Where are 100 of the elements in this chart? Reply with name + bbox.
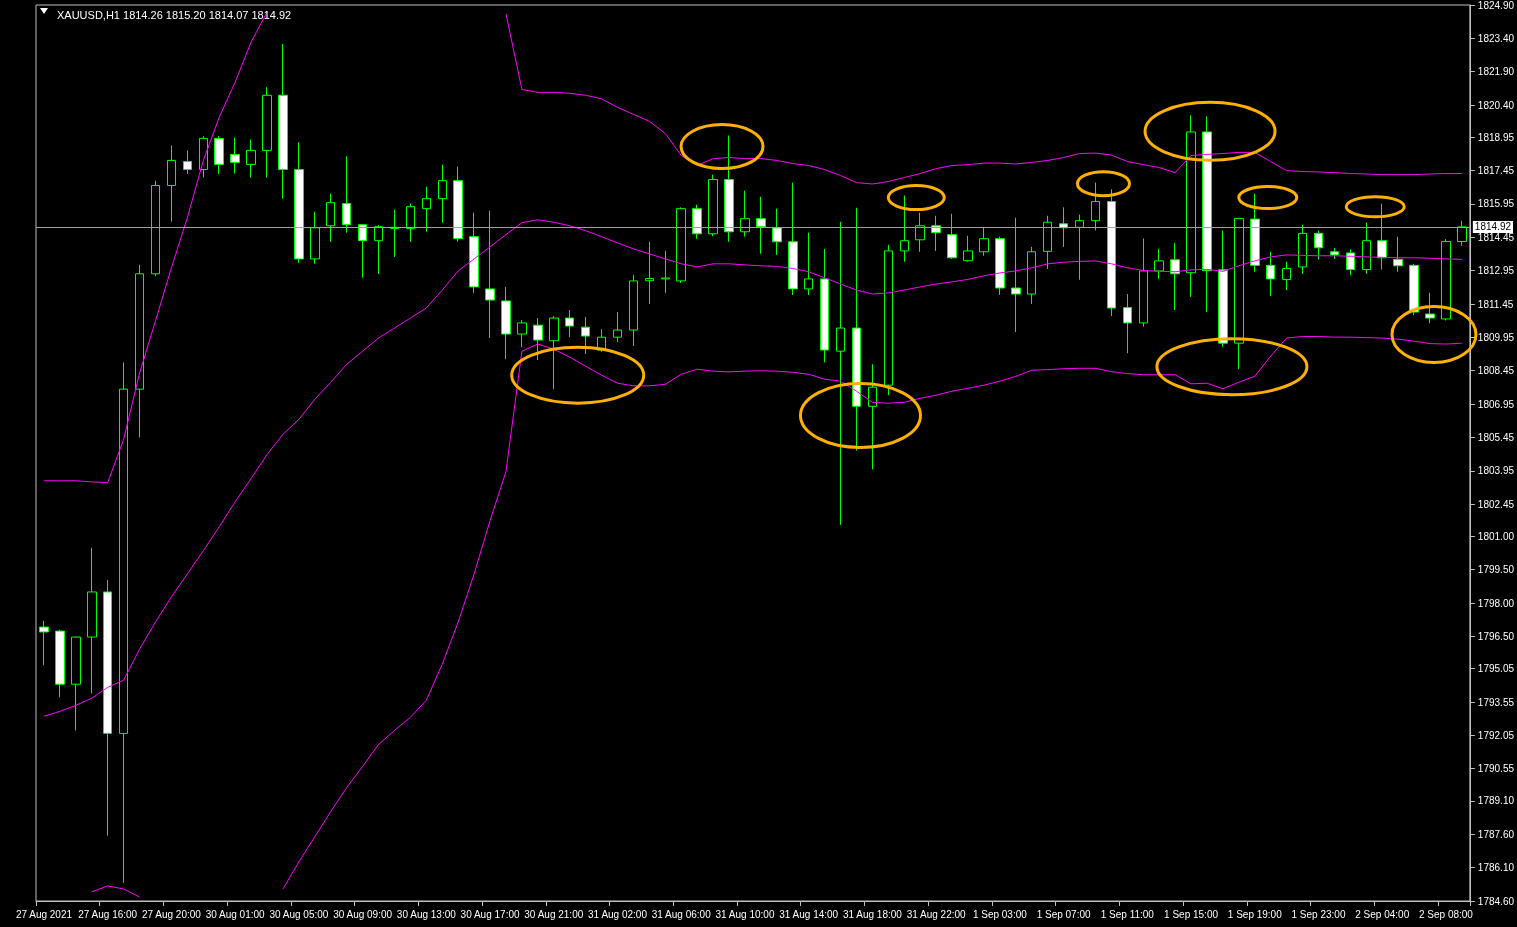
candlestick	[374, 224, 383, 275]
candlestick	[469, 212, 479, 294]
candlestick	[963, 235, 973, 263]
y-tick-label: 1798.00	[1477, 597, 1515, 609]
y-tick-label: 1818.95	[1477, 131, 1515, 143]
candlestick	[119, 361, 128, 884]
x-tick-label: 1 Sep 23:00	[1291, 908, 1346, 920]
candlestick	[629, 274, 638, 347]
candlestick	[1441, 238, 1451, 321]
y-tick-label: 1815.95	[1477, 198, 1515, 210]
candlestick	[645, 241, 654, 305]
x-tick-label: 31 Aug 02:00	[588, 908, 648, 920]
candlestick	[724, 135, 734, 243]
candlestick	[310, 211, 320, 265]
y-tick-label: 1809.95	[1477, 331, 1515, 343]
candlestick	[549, 315, 559, 390]
candlestick	[453, 166, 463, 243]
x-tick-label: 27 Aug 16:00	[78, 908, 138, 920]
y-tick-label: 1814.45	[1477, 231, 1515, 243]
candlestick	[390, 209, 399, 258]
y-tick-label: 1824.90	[1477, 0, 1515, 11]
candlestick	[1186, 114, 1196, 298]
y-tick-label: 1784.60	[1477, 895, 1515, 907]
candlestick	[788, 182, 798, 296]
x-tick-label: 31 Aug 22:00	[906, 908, 967, 920]
candlestick	[1202, 115, 1212, 313]
candlestick	[422, 186, 431, 233]
y-tick-label: 1806.95	[1477, 398, 1515, 410]
y-tick-label: 1812.95	[1477, 265, 1515, 277]
x-tick-label: 1 Sep 11:00	[1100, 908, 1155, 920]
x-tick-label: 30 Aug 05:00	[269, 908, 329, 920]
candlestick	[326, 193, 335, 243]
candlestick	[1425, 292, 1435, 324]
candlestick	[1139, 237, 1148, 328]
candlestick	[438, 164, 447, 224]
candlestick	[740, 190, 750, 238]
candlestick	[1314, 230, 1323, 260]
candlestick	[214, 135, 224, 175]
candlestick	[294, 141, 304, 264]
candlestick	[262, 86, 272, 179]
x-tick-label: 31 Aug 06:00	[651, 908, 712, 920]
candlestick	[1107, 188, 1116, 317]
candlestick	[1298, 224, 1307, 275]
y-tick-label: 1801.00	[1477, 530, 1515, 542]
candlestick	[931, 215, 941, 252]
candlestick	[820, 248, 829, 363]
x-tick-label: 30 Aug 17:00	[460, 908, 520, 920]
x-tick-label: 27 Aug 20:00	[141, 908, 202, 920]
x-tick-label: 2 Sep 04:00	[1355, 908, 1410, 920]
x-tick-label: 1 Sep 07:00	[1036, 908, 1091, 920]
candlestick	[1409, 263, 1419, 316]
y-tick-label: 1811.45	[1477, 298, 1514, 310]
y-tick-label: 1793.55	[1477, 696, 1515, 708]
candlestick	[103, 579, 112, 837]
candlestick	[135, 264, 144, 438]
candlestick	[501, 286, 511, 360]
candlestick	[230, 137, 240, 175]
candlestick	[1330, 247, 1339, 260]
x-tick-label: 31 Aug 14:00	[779, 908, 839, 920]
y-tick-label: 1789.10	[1477, 795, 1515, 807]
y-tick-label: 1802.45	[1477, 498, 1515, 510]
candlestick	[1250, 193, 1260, 273]
y-tick-label: 1792.05	[1477, 729, 1515, 741]
candlestick	[947, 213, 957, 260]
candlestick	[756, 196, 766, 255]
candlestick	[1170, 242, 1180, 311]
x-tick-label: 1 Sep 03:00	[972, 908, 1028, 920]
candlestick	[661, 250, 670, 294]
candlestick	[1043, 215, 1052, 270]
y-tick-label: 1823.40	[1477, 32, 1515, 44]
y-tick-label: 1808.45	[1477, 365, 1515, 377]
y-tick-label: 1787.60	[1477, 828, 1515, 840]
candlestick	[836, 221, 845, 526]
candlestick	[358, 223, 367, 279]
x-tick-label: 31 Aug 18:00	[842, 908, 903, 920]
y-tick-label: 1821.90	[1477, 66, 1515, 78]
candlestick	[1457, 220, 1467, 247]
x-tick-label: 2 Sep 08:00	[1418, 908, 1474, 920]
x-tick-label: 30 Aug 13:00	[396, 908, 457, 920]
candlestick	[900, 195, 909, 263]
candlestick	[1377, 203, 1387, 271]
candlestick	[183, 149, 192, 175]
x-tick-label: 27 Aug 2021	[15, 908, 73, 920]
y-tick-label: 1790.55	[1477, 763, 1515, 775]
candlestick	[804, 232, 813, 296]
candlestick	[151, 180, 160, 277]
candlestick	[1091, 182, 1100, 231]
candlestick	[517, 319, 527, 348]
candlestick	[1266, 251, 1275, 297]
y-tick-label: 1795.05	[1477, 663, 1515, 675]
candlestick	[708, 174, 718, 237]
candlestick	[676, 206, 686, 284]
candlestick	[692, 204, 702, 240]
y-tick-label: 1786.10	[1477, 862, 1515, 874]
candlestick	[1362, 222, 1371, 275]
candlestick	[55, 629, 65, 698]
candlestick	[772, 208, 782, 256]
x-tick-label: 31 Aug 10:00	[715, 908, 775, 920]
x-tick-label: 30 Aug 01:00	[205, 908, 266, 920]
candlestick	[1123, 293, 1132, 354]
